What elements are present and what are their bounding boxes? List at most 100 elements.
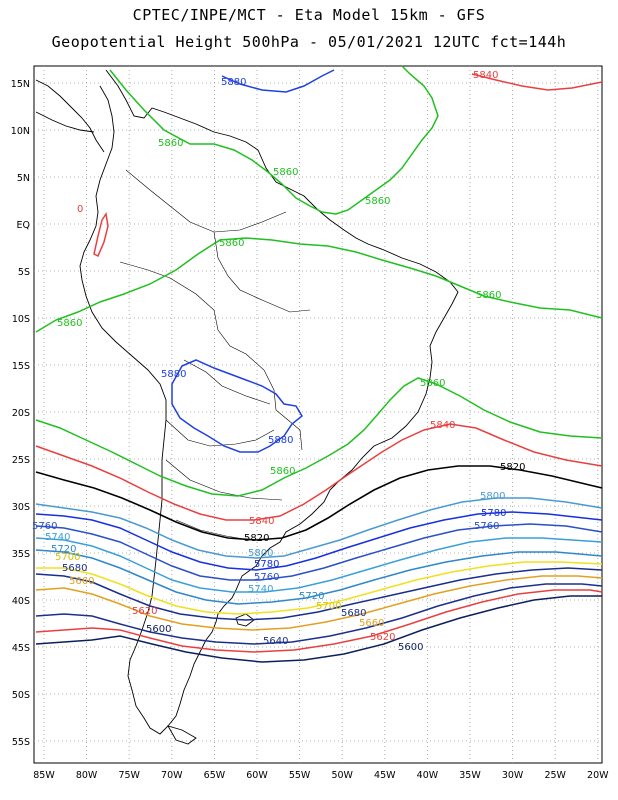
label-5780-east: 5780 bbox=[481, 508, 506, 519]
contour-5720 bbox=[35, 549, 603, 605]
label-5820-east: 5820 bbox=[500, 462, 525, 473]
lat-tick-label: 40S bbox=[12, 596, 30, 607]
lat-tick-label: 55S bbox=[12, 737, 30, 748]
lon-tick-label: 50W bbox=[331, 770, 353, 781]
label-5640-mid: 5640 bbox=[263, 636, 288, 647]
contour-5600 bbox=[35, 595, 602, 663]
label-5620-west: 5620 bbox=[132, 606, 157, 617]
contour-labels: 5880 5880 5880 5860 5860 5860 5860 5860 … bbox=[32, 70, 525, 653]
label-5760-west: 5760 bbox=[32, 521, 57, 532]
label-5840-north: 5840 bbox=[473, 70, 498, 81]
lat-tick-label: 20S bbox=[12, 408, 30, 419]
falklands bbox=[235, 613, 255, 627]
caribbean-coast bbox=[35, 111, 95, 133]
label-5800-east: 5800 bbox=[480, 491, 505, 502]
lon-tick-label: 65W bbox=[204, 770, 226, 781]
contour-5680 bbox=[35, 567, 603, 621]
lon-tick-label: 85W bbox=[33, 770, 55, 781]
lon-tick-label: 70W bbox=[161, 770, 183, 781]
contour-lines bbox=[35, 65, 603, 663]
lon-tick-label: 35W bbox=[459, 770, 481, 781]
label-5860-pacific: 5860 bbox=[57, 318, 82, 329]
contour-5860-central bbox=[35, 237, 603, 333]
lat-lon-grid bbox=[34, 66, 602, 763]
contour-5740 bbox=[35, 537, 603, 593]
lat-tick-label: 10N bbox=[11, 126, 30, 137]
label-5860-bahia: 5860 bbox=[420, 378, 445, 389]
label-5740-mid: 5740 bbox=[248, 584, 273, 595]
chart-title-line1: CPTEC/INPE/MCT - Eta Model 15km - GFS bbox=[132, 6, 486, 24]
label-5740-west: 5740 bbox=[45, 532, 70, 543]
contour-5860-south bbox=[35, 377, 603, 497]
label-5620-east: 5620 bbox=[370, 632, 395, 643]
label-5760-east: 5760 bbox=[474, 521, 499, 532]
contour-5760 bbox=[35, 523, 603, 581]
lat-tick-label: 30S bbox=[12, 502, 30, 513]
label-5780-west: 5780 bbox=[254, 559, 279, 570]
label-5880-bolivia: 5880 bbox=[161, 369, 186, 380]
borders bbox=[119, 169, 311, 541]
axis-ticks: 15N 10N 5N EQ 5S 10S 15S 20S 25S 30S 35S 40S 45S 50S 5… bbox=[11, 79, 609, 781]
lon-tick-label: 25W bbox=[544, 770, 566, 781]
lat-tick-label: 5N bbox=[17, 173, 30, 184]
contour-5800 bbox=[35, 497, 603, 559]
label-5660-west: 5660 bbox=[69, 576, 94, 587]
contour-5880-bolivia bbox=[171, 359, 303, 453]
central-america-coast bbox=[35, 79, 105, 153]
lon-tick-label: 80W bbox=[76, 770, 98, 781]
contour-5820 bbox=[35, 465, 603, 541]
lat-tick-label: 45S bbox=[12, 643, 30, 654]
lat-tick-label: EQ bbox=[17, 220, 30, 231]
label-5600-west: 5600 bbox=[146, 624, 171, 635]
contour-5840-north bbox=[471, 73, 603, 91]
label-5860-south: 5860 bbox=[270, 466, 295, 477]
label-5820-west: 5820 bbox=[244, 533, 269, 544]
contour-5860-north bbox=[109, 65, 439, 215]
label-5860-amapa: 5860 bbox=[365, 196, 390, 207]
label-5680-mid: 5680 bbox=[341, 608, 366, 619]
chart-title-line2: Geopotential Height 500hPa - 05/01/2021 … bbox=[51, 33, 567, 51]
lat-tick-label: 5S bbox=[18, 267, 30, 278]
label-5760-mid: 5760 bbox=[254, 572, 279, 583]
label-5880-north: 5880 bbox=[221, 77, 246, 88]
label-5720-west: 5720 bbox=[51, 544, 76, 555]
label-5720-mid: 5720 bbox=[299, 591, 324, 602]
label-5860-atlantic: 5860 bbox=[476, 290, 501, 301]
label-5860-venezuela: 5860 bbox=[158, 138, 183, 149]
contour-5840-loop bbox=[93, 212, 109, 258]
contour-5660 bbox=[35, 575, 603, 631]
contour-5840 bbox=[35, 423, 603, 521]
label-5660-mid: 5660 bbox=[359, 618, 384, 629]
contour-5880-north bbox=[221, 69, 335, 93]
contour-5700 bbox=[36, 561, 603, 615]
lat-tick-label: 50S bbox=[12, 690, 30, 701]
lat-tick-label: 35S bbox=[12, 549, 30, 560]
label-5880-paraguay: 5880 bbox=[268, 435, 293, 446]
lon-tick-label: 75W bbox=[118, 770, 140, 781]
label-5600-east: 5600 bbox=[398, 642, 423, 653]
lon-tick-label: 55W bbox=[289, 770, 311, 781]
label-5860-guyana: 5860 bbox=[273, 167, 298, 178]
lon-tick-label: 30W bbox=[502, 770, 524, 781]
label-5700-mid: 5700 bbox=[316, 601, 341, 612]
lat-tick-label: 15S bbox=[12, 361, 30, 372]
contour-5620 bbox=[35, 589, 603, 653]
contour-5780 bbox=[35, 511, 603, 571]
lon-tick-label: 40W bbox=[417, 770, 439, 781]
label-5840-south: 5840 bbox=[249, 516, 274, 527]
label-5840-east: 5840 bbox=[430, 420, 455, 431]
contour-5640 bbox=[35, 583, 603, 645]
lon-tick-label: 20W bbox=[587, 770, 609, 781]
label-5800-west: 5800 bbox=[248, 548, 273, 559]
lon-tick-label: 60W bbox=[246, 770, 268, 781]
lat-tick-label: 10S bbox=[12, 314, 30, 325]
lat-tick-label: 25S bbox=[12, 455, 30, 466]
label-5860-amazon: 5860 bbox=[219, 238, 244, 249]
label-5700-west: 5700 bbox=[55, 552, 80, 563]
tierra-del-fuego bbox=[167, 725, 197, 745]
label-5680-west: 5680 bbox=[62, 563, 87, 574]
lat-tick-label: 15N bbox=[11, 79, 30, 90]
plot-frame bbox=[33, 65, 603, 764]
label-zero: 0 bbox=[77, 204, 83, 215]
